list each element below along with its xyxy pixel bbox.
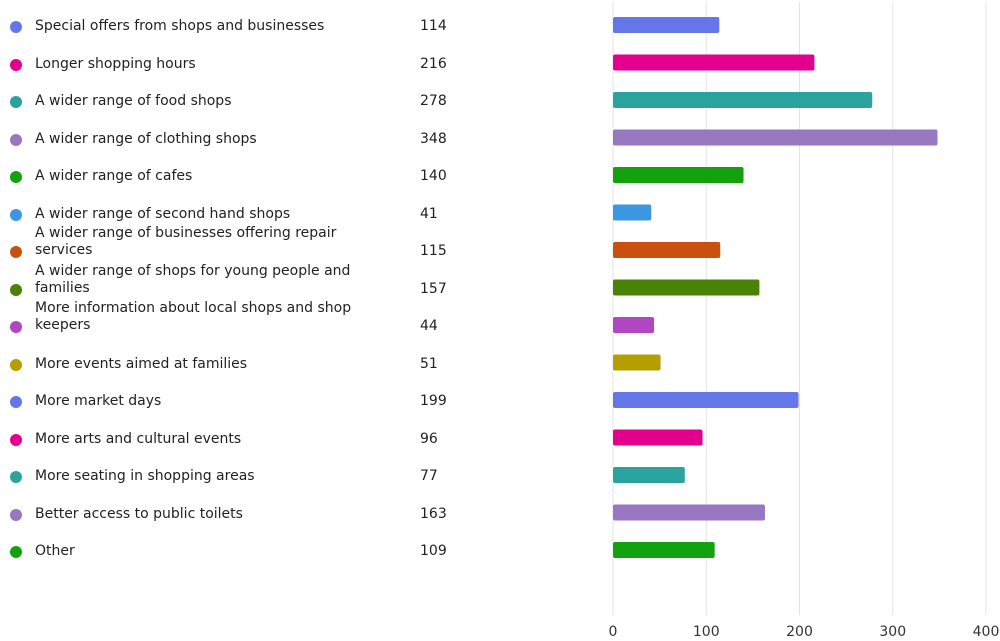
- bar[interactable]: [613, 542, 715, 558]
- x-tick-label: 100: [693, 624, 720, 640]
- bar[interactable]: [613, 392, 799, 408]
- bar[interactable]: [613, 205, 651, 221]
- bar[interactable]: [613, 55, 814, 71]
- bar[interactable]: [613, 130, 938, 146]
- x-tick-label: 0: [609, 624, 618, 640]
- bar[interactable]: [613, 467, 685, 483]
- bar[interactable]: [613, 92, 872, 108]
- x-tick-label: 300: [879, 624, 906, 640]
- x-tick-label: 400: [973, 624, 1000, 640]
- bar[interactable]: [613, 280, 759, 296]
- bar[interactable]: [613, 430, 703, 446]
- bar[interactable]: [613, 505, 765, 521]
- bar[interactable]: [613, 355, 661, 371]
- bar[interactable]: [613, 317, 654, 333]
- bar[interactable]: [613, 17, 719, 33]
- bar[interactable]: [613, 242, 720, 258]
- x-tick-label: 200: [786, 624, 813, 640]
- bar[interactable]: [613, 167, 744, 183]
